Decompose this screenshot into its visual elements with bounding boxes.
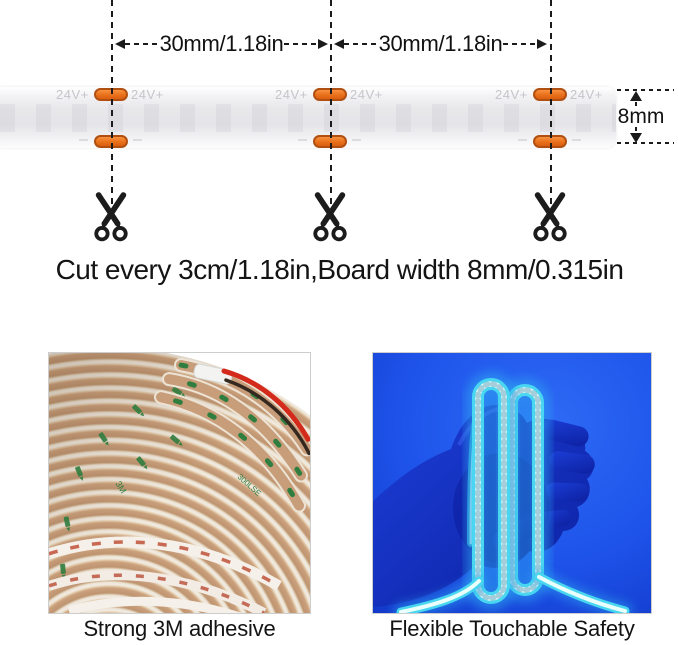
- polarity-label: 24V+: [131, 87, 164, 102]
- pad-tick: [133, 139, 142, 141]
- pad-tick: [298, 139, 307, 141]
- strip-tail-right: [531, 569, 633, 613]
- dimension-dash: [503, 43, 538, 45]
- board-width-label: 8mm: [617, 105, 665, 128]
- scissors-icon: [313, 192, 347, 242]
- dimension-label: 30mm/1.18in: [159, 31, 284, 56]
- feature-caption-flexible: Flexible Touchable Safety: [389, 616, 635, 641]
- strip-loop-left: [466, 372, 516, 610]
- width-guide-top: [617, 89, 674, 91]
- strip-tail-left: [393, 573, 487, 613]
- dimension-dash: [284, 43, 319, 45]
- arrow-right-icon: [537, 39, 548, 49]
- polarity-label: 24V+: [570, 87, 603, 102]
- arrow-up-icon: [630, 91, 642, 101]
- flexible-strip-photo: [372, 352, 652, 614]
- scissors-icon: [94, 192, 128, 242]
- pad-tick: [518, 139, 527, 141]
- red-wire: [221, 368, 310, 442]
- dimension-arrow-2: 30mm/1.18in: [334, 31, 548, 56]
- cob-segments: [0, 104, 616, 132]
- coil-front-face: [49, 536, 282, 613]
- polarity-label: 24V+: [275, 87, 308, 102]
- polarity-label: 24V+: [350, 87, 383, 102]
- dimension-dash: [344, 43, 378, 45]
- cut-dashed-line: [111, 0, 113, 219]
- cut-dashed-line: [550, 0, 552, 219]
- arrow-left-icon: [334, 39, 344, 49]
- glowing-strip-loops: [393, 372, 633, 613]
- width-dash: [635, 127, 637, 132]
- dimension-label: 30mm/1.18in: [378, 31, 503, 56]
- flexible-strip-illustration: [373, 353, 651, 613]
- pad-tick: [572, 139, 581, 141]
- cut-instruction-text: Cut every 3cm/1.18in,Board width 8mm/0.3…: [55, 254, 624, 285]
- dimension-dash: [125, 43, 159, 45]
- strip-loop-right: [500, 378, 550, 602]
- adhesive-print-marks: [60, 386, 186, 579]
- pad-tick: [79, 139, 88, 141]
- dimension-arrow-1: 30mm/1.18in: [115, 31, 329, 56]
- width-dash: [635, 102, 637, 107]
- polarity-label: 24V+: [56, 87, 89, 102]
- arrow-left-icon: [115, 39, 125, 49]
- power-wires: [193, 363, 310, 456]
- arrow-down-icon: [630, 133, 642, 143]
- pad-tick: [352, 139, 361, 141]
- arrow-right-icon: [318, 39, 329, 49]
- feature-caption-adhesive: Strong 3M adhesive: [83, 616, 276, 641]
- polarity-label: 24V+: [495, 87, 528, 102]
- scissors-icon: [533, 192, 567, 242]
- adhesive-roll-photo: 3M 300LSE: [48, 352, 311, 614]
- cut-dashed-line: [330, 0, 332, 219]
- adhesive-roll-illustration: 3M 300LSE: [49, 353, 310, 613]
- black-wire: [224, 378, 310, 456]
- width-guide-bottom: [617, 142, 674, 144]
